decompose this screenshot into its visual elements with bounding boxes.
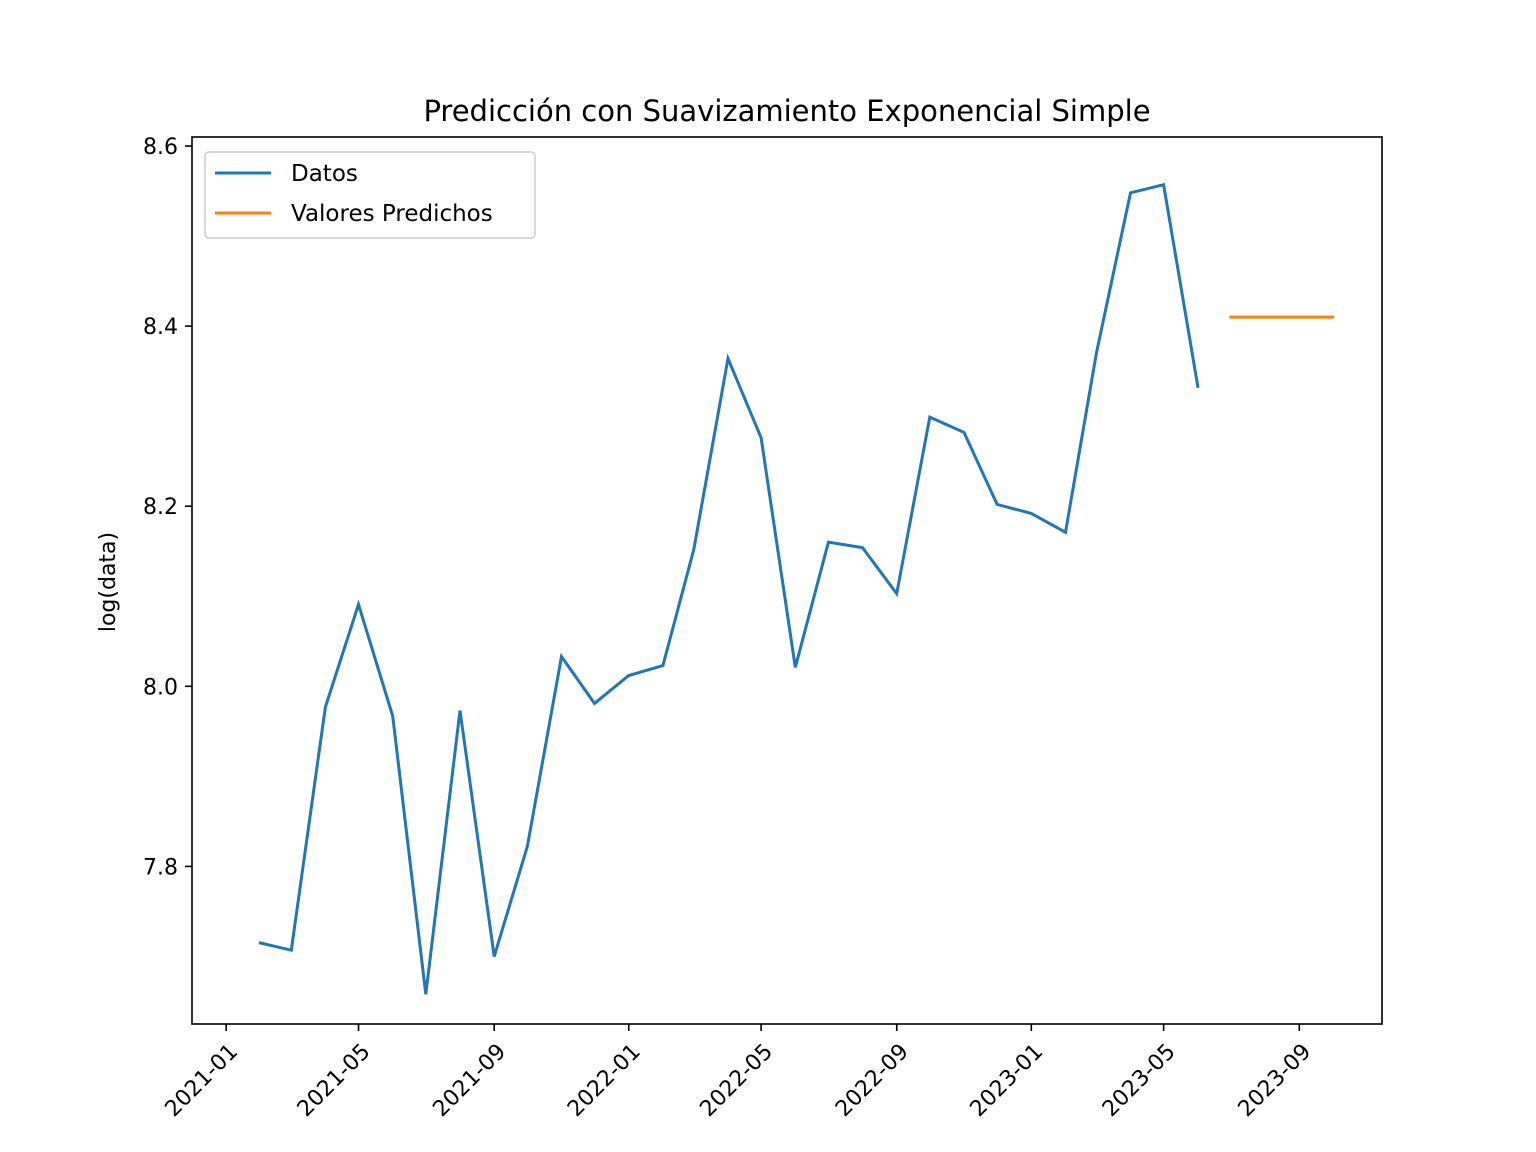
plot-area <box>258 182 1334 995</box>
y-tick-label: 7.8 <box>143 855 178 880</box>
x-tick-label: 2021-01 <box>161 1039 244 1122</box>
x-tick-label: 2021-09 <box>429 1039 512 1122</box>
series-line-datos <box>258 182 1200 995</box>
y-tick-label: 8.0 <box>143 675 178 700</box>
x-tick-label: 2022-05 <box>695 1039 778 1122</box>
plot-frame <box>191 136 1383 1025</box>
x-tick-label: 2023-09 <box>1234 1039 1317 1122</box>
legend-label: Datos <box>291 161 358 187</box>
legend-box <box>204 151 536 239</box>
y-axis: 7.8 8.0 8.2 8.4 8.6 <box>143 135 192 880</box>
x-tick-label: 2021-05 <box>293 1039 376 1122</box>
legend: Datos Valores Predichos <box>204 151 536 239</box>
x-tick-label: 2023-05 <box>1098 1039 1181 1122</box>
y-tick-label: 8.6 <box>143 135 178 160</box>
chart-title: Predicción con Suavizamiento Exponencial… <box>423 94 1150 128</box>
y-axis-label: log(data) <box>96 532 121 632</box>
legend-label: Valores Predichos <box>291 201 493 227</box>
x-tick-label: 2022-01 <box>563 1039 646 1122</box>
x-axis: 2021-01 2021-05 2021-09 2022-01 2022-05 2022-… <box>161 1024 1317 1122</box>
x-tick-label: 2023-01 <box>966 1039 1049 1122</box>
y-tick-label: 8.4 <box>143 315 178 340</box>
x-tick-label: 2022-09 <box>831 1039 914 1122</box>
y-tick-label: 8.2 <box>143 495 178 520</box>
